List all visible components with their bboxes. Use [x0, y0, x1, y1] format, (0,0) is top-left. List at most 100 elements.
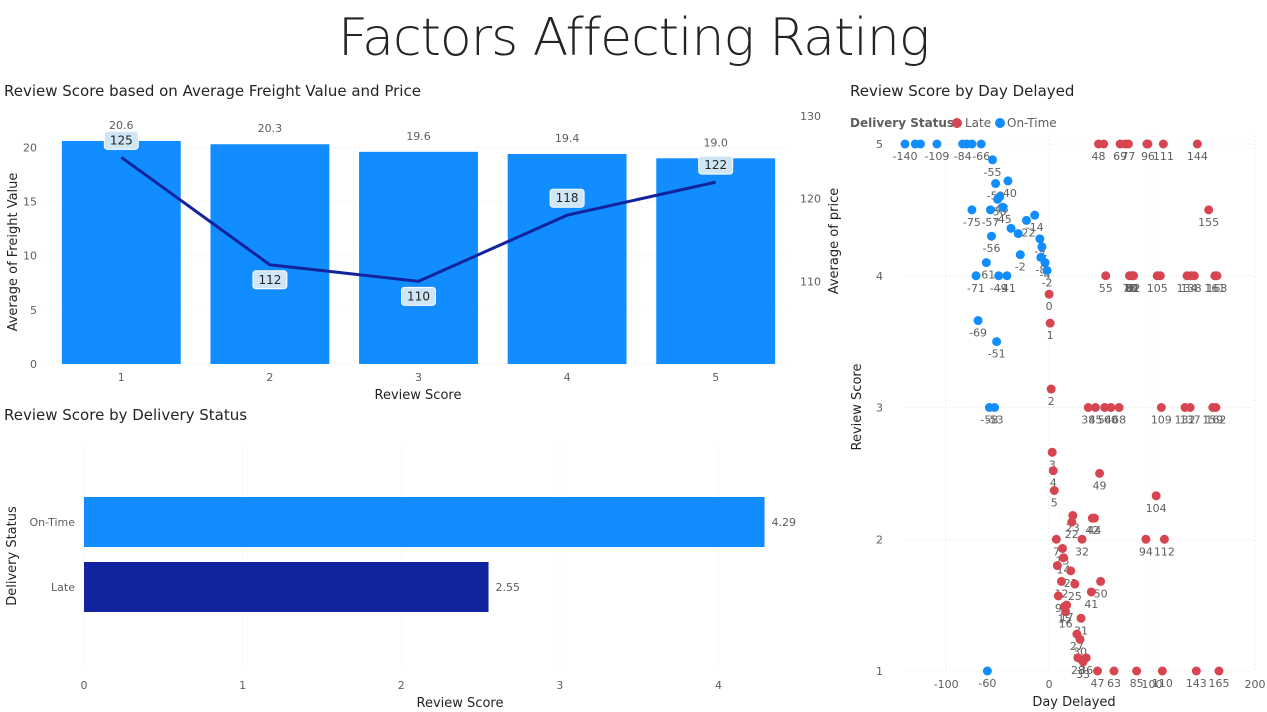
- late-point: [1185, 403, 1195, 412]
- point-label: -14: [1026, 221, 1044, 234]
- point-label: 112: [1154, 545, 1175, 558]
- page-title: Factors Affecting Rating: [337, 8, 930, 68]
- bar-value-label: 20.3: [258, 122, 283, 135]
- late-point: [1089, 513, 1099, 523]
- point-label: -4: [1040, 269, 1051, 282]
- ontime-point: [900, 139, 910, 149]
- x-tick-label: 3: [415, 371, 422, 384]
- legend-ontime-marker: [995, 118, 1005, 128]
- x-axis-title: Review Score: [417, 696, 504, 711]
- price-label-box: [549, 188, 585, 208]
- ontime-point: [986, 231, 996, 241]
- point-label: 16: [1059, 618, 1073, 631]
- late-point: [1046, 384, 1056, 394]
- y-tick-label: 15: [23, 196, 37, 209]
- point-label: 159: [1202, 414, 1223, 427]
- ontime-point: [973, 316, 983, 326]
- x-tick-label: 3: [556, 679, 563, 692]
- ontime-point: [1015, 250, 1025, 260]
- late-point: [1067, 517, 1077, 527]
- x-tick-label: 2: [266, 371, 273, 384]
- x-tick-label: 100: [1142, 678, 1163, 691]
- point-label: -75: [963, 216, 981, 229]
- late-point: [1056, 576, 1066, 586]
- point-label: 85: [1130, 677, 1144, 690]
- late-point: [1214, 666, 1224, 676]
- late-point: [1049, 486, 1059, 496]
- point-label: -84: [954, 150, 972, 163]
- price-label-box: [698, 155, 734, 175]
- status-bar: [84, 562, 489, 612]
- ontime-point: [1002, 271, 1012, 281]
- freight-chart-title: Review Score based on Average Freight Va…: [4, 82, 421, 100]
- point-label: -49: [990, 282, 1008, 295]
- y-tick-label: 2: [876, 533, 883, 546]
- ontime-point: [1003, 176, 1013, 186]
- freight-bar: [61, 141, 181, 364]
- late-point: [1095, 468, 1105, 478]
- price-value-label: 122: [704, 158, 727, 172]
- point-label: 15: [1058, 612, 1072, 625]
- y2-tick-label: 110: [800, 275, 821, 288]
- bar-value-label: 19.6: [406, 130, 431, 143]
- late-point: [1048, 466, 1058, 476]
- freight-bar: [656, 158, 776, 364]
- point-label: 94: [1139, 545, 1153, 558]
- point-label: -22: [1017, 226, 1035, 239]
- late-point: [1051, 534, 1061, 544]
- bar-value-label: 19.4: [555, 132, 580, 145]
- late-point: [1204, 205, 1214, 215]
- point-label: -109: [924, 150, 949, 163]
- late-point: [1109, 666, 1119, 676]
- y-tick-label: 5: [30, 304, 37, 317]
- point-label: -58: [980, 414, 998, 427]
- point-label: -2: [1042, 276, 1053, 289]
- ontime-point: [1021, 215, 1031, 225]
- point-label: 78: [1122, 282, 1136, 295]
- legend-late-marker: [952, 118, 962, 128]
- ontime-point: [984, 403, 994, 412]
- price-label-box: [401, 286, 436, 306]
- y-axis-title: Delivery Status: [5, 506, 20, 606]
- ontime-point: [993, 194, 1003, 204]
- ontime-point: [991, 179, 1001, 189]
- late-point: [1100, 403, 1110, 412]
- late-point: [1045, 318, 1055, 328]
- late-point: [1151, 491, 1161, 501]
- point-label: 138: [1181, 282, 1202, 295]
- ontime-point: [1037, 242, 1047, 252]
- ontime-point: [1030, 210, 1040, 220]
- late-point: [1114, 403, 1124, 412]
- late-point: [1070, 579, 1080, 589]
- ontime-point: [988, 155, 997, 165]
- bar-value-label: 20.6: [109, 119, 134, 132]
- freight-bar: [359, 151, 478, 364]
- late-point: [1189, 271, 1199, 281]
- point-label: -71: [967, 282, 985, 295]
- point-label: 32: [1075, 545, 1089, 558]
- point-label: 105: [1147, 282, 1168, 295]
- point-label: 143: [1186, 677, 1207, 690]
- late-point: [1211, 403, 1221, 412]
- point-label: 81: [1126, 282, 1140, 295]
- x-axis-title: Review Score: [375, 388, 462, 403]
- late-point: [1078, 657, 1088, 667]
- point-label: 1: [1047, 329, 1054, 342]
- late-point: [1157, 666, 1167, 676]
- point-label: 137: [1180, 414, 1201, 427]
- point-label: 45: [1088, 414, 1102, 427]
- late-point: [1075, 634, 1085, 644]
- ontime-point: [1013, 229, 1023, 239]
- y2-tick-label: 120: [800, 193, 821, 206]
- ontime-point: [976, 139, 986, 149]
- x-tick-label: 200: [1245, 678, 1266, 691]
- point-label: -51: [988, 348, 1006, 361]
- freight-bar: [210, 144, 330, 364]
- point-label: 0: [1046, 300, 1053, 313]
- y-tick-label: On-Time: [29, 516, 75, 529]
- late-point: [1106, 403, 1116, 412]
- point-label: 68: [1112, 414, 1126, 427]
- late-point: [1101, 271, 1111, 281]
- late-point: [1123, 139, 1133, 149]
